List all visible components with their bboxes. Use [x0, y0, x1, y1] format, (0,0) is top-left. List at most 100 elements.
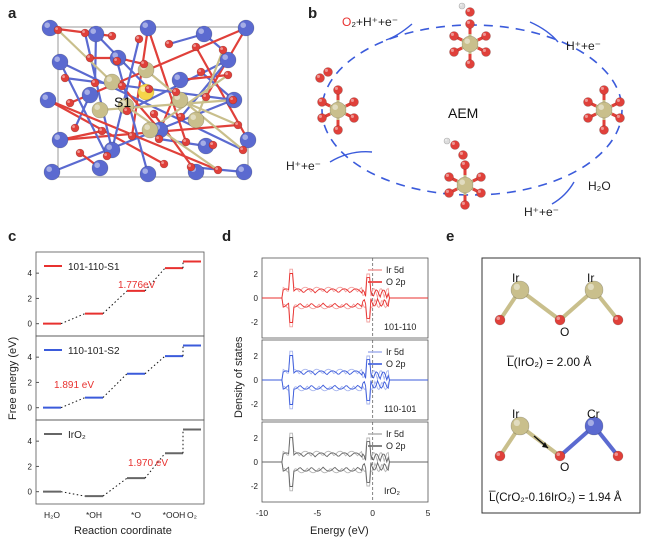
ir-atom-highlight [190, 114, 196, 120]
c-overpotential-label: 1.970 eV [128, 458, 168, 469]
panel-label-e: e [446, 228, 455, 245]
o-atom [615, 97, 625, 107]
o-atom [112, 56, 122, 66]
o-atom-highlight [129, 133, 133, 137]
c-xtick-label: *O [131, 510, 141, 520]
c-ytick-label: 4 [28, 437, 33, 446]
c-ytick-label: 0 [28, 404, 33, 413]
ir-atom [329, 101, 347, 119]
step-1-label: ₂+H⁺+e⁻ [351, 15, 398, 29]
o-atom-highlight [600, 86, 604, 91]
bond [179, 73, 229, 82]
ir-atom [595, 101, 613, 119]
h-atom [458, 2, 466, 10]
o-atom [176, 112, 186, 122]
cr-atom [43, 163, 61, 181]
d-xtick-label: -5 [314, 508, 322, 518]
c-ytick-label: 4 [28, 269, 33, 278]
cr-atom [139, 165, 157, 183]
d-series-label: 101-110 [384, 322, 416, 332]
cr-atom-highlight [142, 22, 148, 29]
o-atom [53, 25, 63, 35]
c-connector [60, 313, 86, 325]
o-atom-highlight [146, 86, 150, 89]
d-legend-ir: Ir 5d [386, 429, 404, 439]
o-atom [460, 160, 470, 170]
o-atom-highlight [210, 142, 214, 146]
ir-atom [103, 73, 121, 91]
d-ylabel: Density of states [233, 336, 245, 418]
bond [69, 26, 247, 105]
o-atom [333, 85, 343, 95]
c-frame [35, 419, 205, 505]
o-atom-highlight [584, 114, 588, 119]
cr-atom [239, 131, 257, 149]
c-connector [60, 397, 86, 409]
d-ytick-label: -2 [251, 318, 259, 327]
o-atom [60, 73, 70, 83]
c-connector [144, 267, 166, 292]
ir-atom [461, 35, 479, 53]
o-atom-highlight [466, 20, 470, 24]
o-atom [349, 113, 359, 123]
o-atom [449, 31, 459, 41]
o-atom-highlight [240, 147, 244, 151]
o-atom [70, 123, 80, 133]
o-atom-highlight [62, 75, 65, 78]
o-atom [97, 126, 107, 136]
c-ytick-label: 2 [28, 462, 33, 471]
cr-atom [235, 163, 253, 181]
o-atom [612, 450, 624, 462]
bond [125, 105, 219, 171]
panel-label-b: b [308, 5, 318, 22]
c-ytick-label: 0 [28, 320, 33, 329]
d-xtick-label: -10 [256, 508, 269, 518]
o2-atom [323, 67, 333, 77]
ir-atom [456, 176, 474, 194]
o-atom-highlight [230, 97, 234, 100]
o-atom-highlight [136, 36, 140, 39]
panel-label-a: a [8, 5, 17, 22]
o-atom [476, 172, 486, 182]
cr-atom [51, 53, 69, 71]
o-atom [238, 145, 248, 155]
bond [110, 38, 141, 151]
o-atom-highlight [350, 114, 354, 119]
ir-atom-highlight [94, 104, 100, 110]
o-atom-highlight [600, 126, 604, 130]
bond [180, 59, 229, 118]
o-atom [333, 125, 343, 135]
c-ytick-label: 4 [28, 353, 33, 362]
ir-atom-highlight [120, 100, 126, 106]
oh-o-atom [465, 7, 475, 17]
o-atom-highlight [482, 32, 486, 36]
ooh-o1-atom [458, 150, 468, 160]
o-atom [149, 109, 159, 119]
bond [146, 27, 188, 143]
ir-atom [510, 280, 530, 300]
d-series-label: 110-101 [384, 404, 416, 414]
o-atom-highlight [188, 164, 192, 168]
cr-atom-highlight [198, 28, 204, 34]
o-atom [85, 53, 95, 63]
o-atom [186, 162, 196, 172]
o-atom-highlight [450, 32, 454, 36]
o-atom [218, 45, 228, 55]
e-bot-o-label: O [560, 460, 569, 474]
d-legend-o: O 2p [386, 359, 406, 369]
o-atom-highlight [119, 83, 122, 86]
o-atom [554, 314, 566, 326]
o-atom-highlight [225, 72, 229, 75]
d-ytick-label: 2 [254, 434, 259, 443]
o-atom-highlight [72, 125, 75, 128]
o-atom-highlight [114, 58, 117, 61]
d-legend-ir: Ir 5d [386, 265, 404, 275]
o-atom-highlight [334, 86, 338, 91]
e-bot-formula: L̅(CrO₂-0.16IrO₂) = 1.94 Å [488, 491, 622, 504]
cr-atom-highlight [54, 56, 60, 62]
bond [47, 99, 165, 165]
cr-atom [139, 19, 157, 37]
